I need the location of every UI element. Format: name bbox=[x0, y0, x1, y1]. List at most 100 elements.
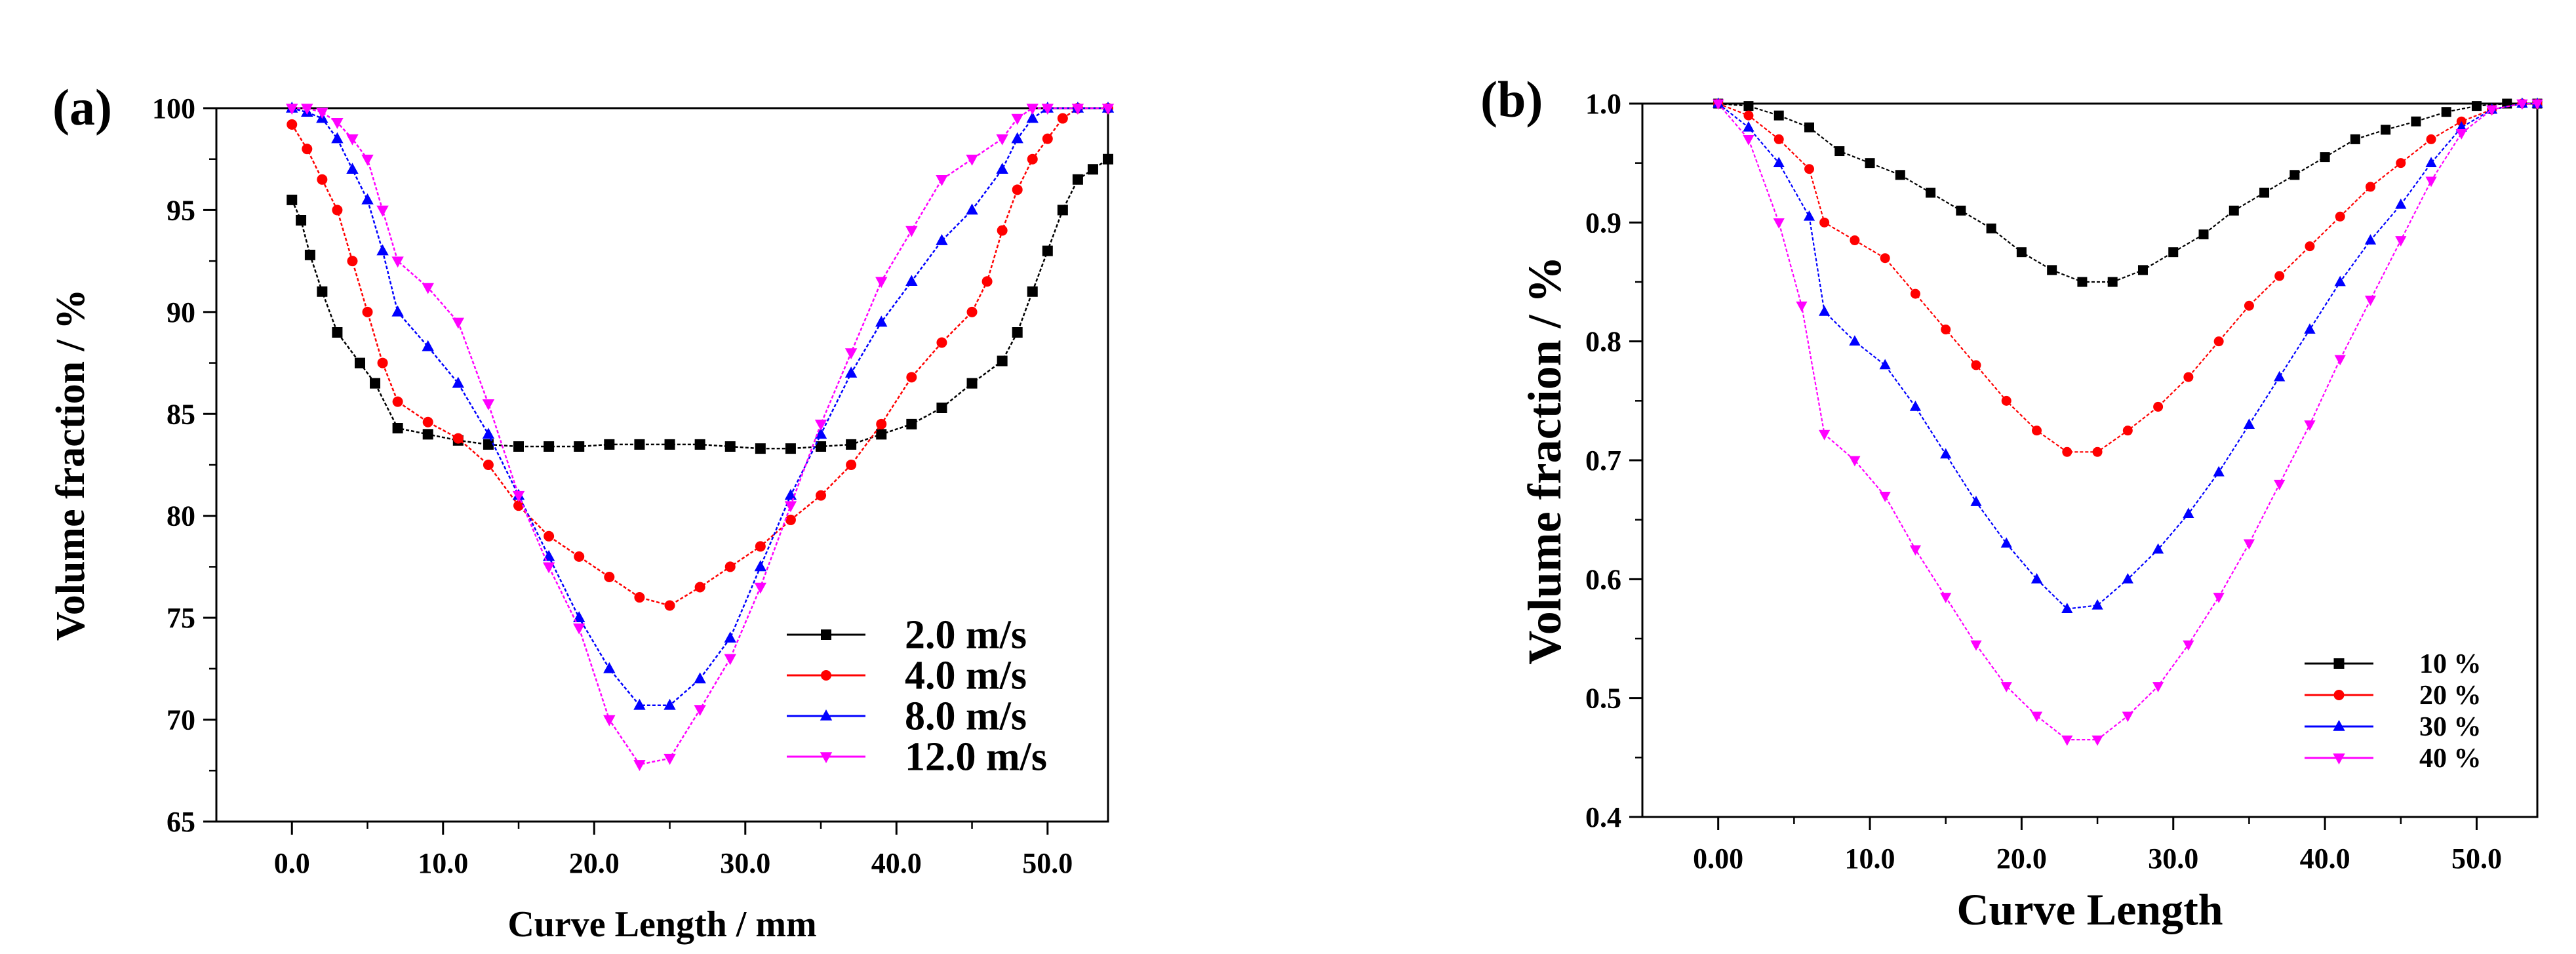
data-point bbox=[2062, 447, 2072, 457]
data-point bbox=[1834, 146, 1845, 157]
data-point bbox=[724, 654, 736, 666]
panel-label: (b) bbox=[1480, 71, 1543, 128]
y-axis-label: Volume fraction / % bbox=[1518, 256, 1571, 664]
y-tick-label: 80 bbox=[167, 500, 195, 532]
data-point bbox=[1819, 429, 1831, 441]
data-point bbox=[2107, 277, 2118, 287]
data-point bbox=[452, 317, 465, 329]
data-point bbox=[1087, 164, 1098, 175]
data-point bbox=[694, 439, 705, 450]
data-point bbox=[634, 439, 645, 450]
data-point bbox=[633, 698, 646, 710]
data-point bbox=[694, 672, 706, 684]
y-tick-label: 90 bbox=[167, 296, 195, 328]
data-point bbox=[2395, 236, 2407, 247]
data-point bbox=[482, 427, 495, 439]
data-point bbox=[2334, 355, 2346, 366]
data-point bbox=[2305, 241, 2315, 252]
data-point bbox=[1940, 448, 1952, 459]
data-point bbox=[1909, 545, 1922, 556]
data-point bbox=[1880, 253, 1890, 264]
data-point bbox=[875, 315, 888, 327]
data-point bbox=[1956, 205, 1966, 216]
data-point bbox=[1042, 133, 1053, 144]
data-point bbox=[966, 203, 978, 215]
legend-label: 12.0 m/s bbox=[905, 734, 1047, 779]
data-point bbox=[846, 439, 857, 450]
data-point bbox=[1819, 305, 1831, 316]
data-point bbox=[1773, 218, 1785, 229]
series-10- bbox=[1713, 98, 2543, 287]
data-point bbox=[2395, 198, 2407, 209]
data-point bbox=[317, 174, 328, 185]
data-point bbox=[604, 439, 615, 450]
data-point bbox=[422, 429, 433, 440]
data-point bbox=[482, 399, 495, 410]
data-point bbox=[301, 104, 313, 115]
data-point bbox=[2455, 129, 2467, 140]
data-point bbox=[1879, 359, 1891, 370]
data-point bbox=[936, 234, 948, 245]
data-point bbox=[574, 551, 585, 562]
data-point bbox=[1103, 153, 1113, 165]
data-point bbox=[1743, 121, 1754, 132]
series-30- bbox=[1713, 97, 2543, 614]
legend-label: 20 % bbox=[2419, 681, 2482, 711]
data-point bbox=[1072, 174, 1083, 185]
data-point bbox=[2259, 188, 2270, 198]
data-point bbox=[785, 514, 796, 525]
data-point bbox=[2122, 711, 2133, 723]
x-tick-label: 50.0 bbox=[1022, 847, 1073, 879]
x-tick-label: 10.0 bbox=[1845, 843, 1895, 875]
legend-marker bbox=[2333, 753, 2345, 765]
data-point bbox=[2425, 157, 2437, 168]
data-point bbox=[2016, 247, 2027, 258]
series-line bbox=[1717, 102, 2537, 610]
data-point bbox=[2137, 265, 2148, 275]
data-point bbox=[664, 600, 675, 611]
y-tick-label: 0.4 bbox=[1585, 801, 1621, 833]
data-point bbox=[1057, 205, 1068, 216]
data-point bbox=[997, 355, 1008, 367]
data-point bbox=[2334, 275, 2346, 287]
x-tick-label: 40.0 bbox=[2300, 843, 2350, 875]
series-line bbox=[1717, 102, 2537, 741]
data-point bbox=[2031, 572, 2043, 584]
data-point bbox=[2092, 447, 2103, 457]
x-tick-label: 40.0 bbox=[871, 847, 922, 879]
data-point bbox=[997, 225, 1008, 236]
data-point bbox=[1895, 170, 1905, 180]
data-point bbox=[844, 348, 858, 360]
legend-label: 4.0 m/s bbox=[905, 653, 1027, 698]
data-point bbox=[347, 256, 358, 267]
data-point bbox=[2152, 682, 2164, 692]
data-point bbox=[694, 705, 706, 717]
series-8-0-m-s bbox=[286, 102, 1115, 710]
data-point bbox=[573, 611, 585, 622]
data-point bbox=[317, 286, 328, 297]
x-tick-label: 50.0 bbox=[2451, 843, 2502, 875]
data-point bbox=[1926, 188, 1936, 198]
data-point bbox=[331, 132, 344, 144]
data-point bbox=[422, 416, 433, 427]
y-tick-label: 0.9 bbox=[1585, 207, 1621, 239]
data-point bbox=[905, 226, 918, 237]
data-point bbox=[2274, 479, 2286, 490]
data-point bbox=[1012, 184, 1023, 195]
y-axis-label: Volume fraction / % bbox=[49, 289, 93, 641]
data-point bbox=[296, 214, 307, 226]
data-point bbox=[1850, 235, 1860, 246]
data-point bbox=[816, 441, 827, 452]
data-point bbox=[2364, 295, 2377, 306]
chart-panel-b: (b) 0.00 10.0 20.0 30.0 40.0 50.0 0.4 0.5 0.6 0.7 0… bbox=[1480, 71, 2543, 934]
x-tick-label: 0.0 bbox=[274, 847, 310, 879]
data-point bbox=[2153, 401, 2164, 412]
data-point bbox=[1819, 217, 1830, 228]
data-point bbox=[634, 592, 645, 603]
data-point bbox=[2198, 229, 2209, 239]
data-point bbox=[2381, 125, 2391, 135]
data-point bbox=[1011, 113, 1023, 125]
data-point bbox=[2441, 107, 2451, 117]
data-point bbox=[346, 134, 359, 146]
legend-label: 30 % bbox=[2419, 712, 2482, 742]
